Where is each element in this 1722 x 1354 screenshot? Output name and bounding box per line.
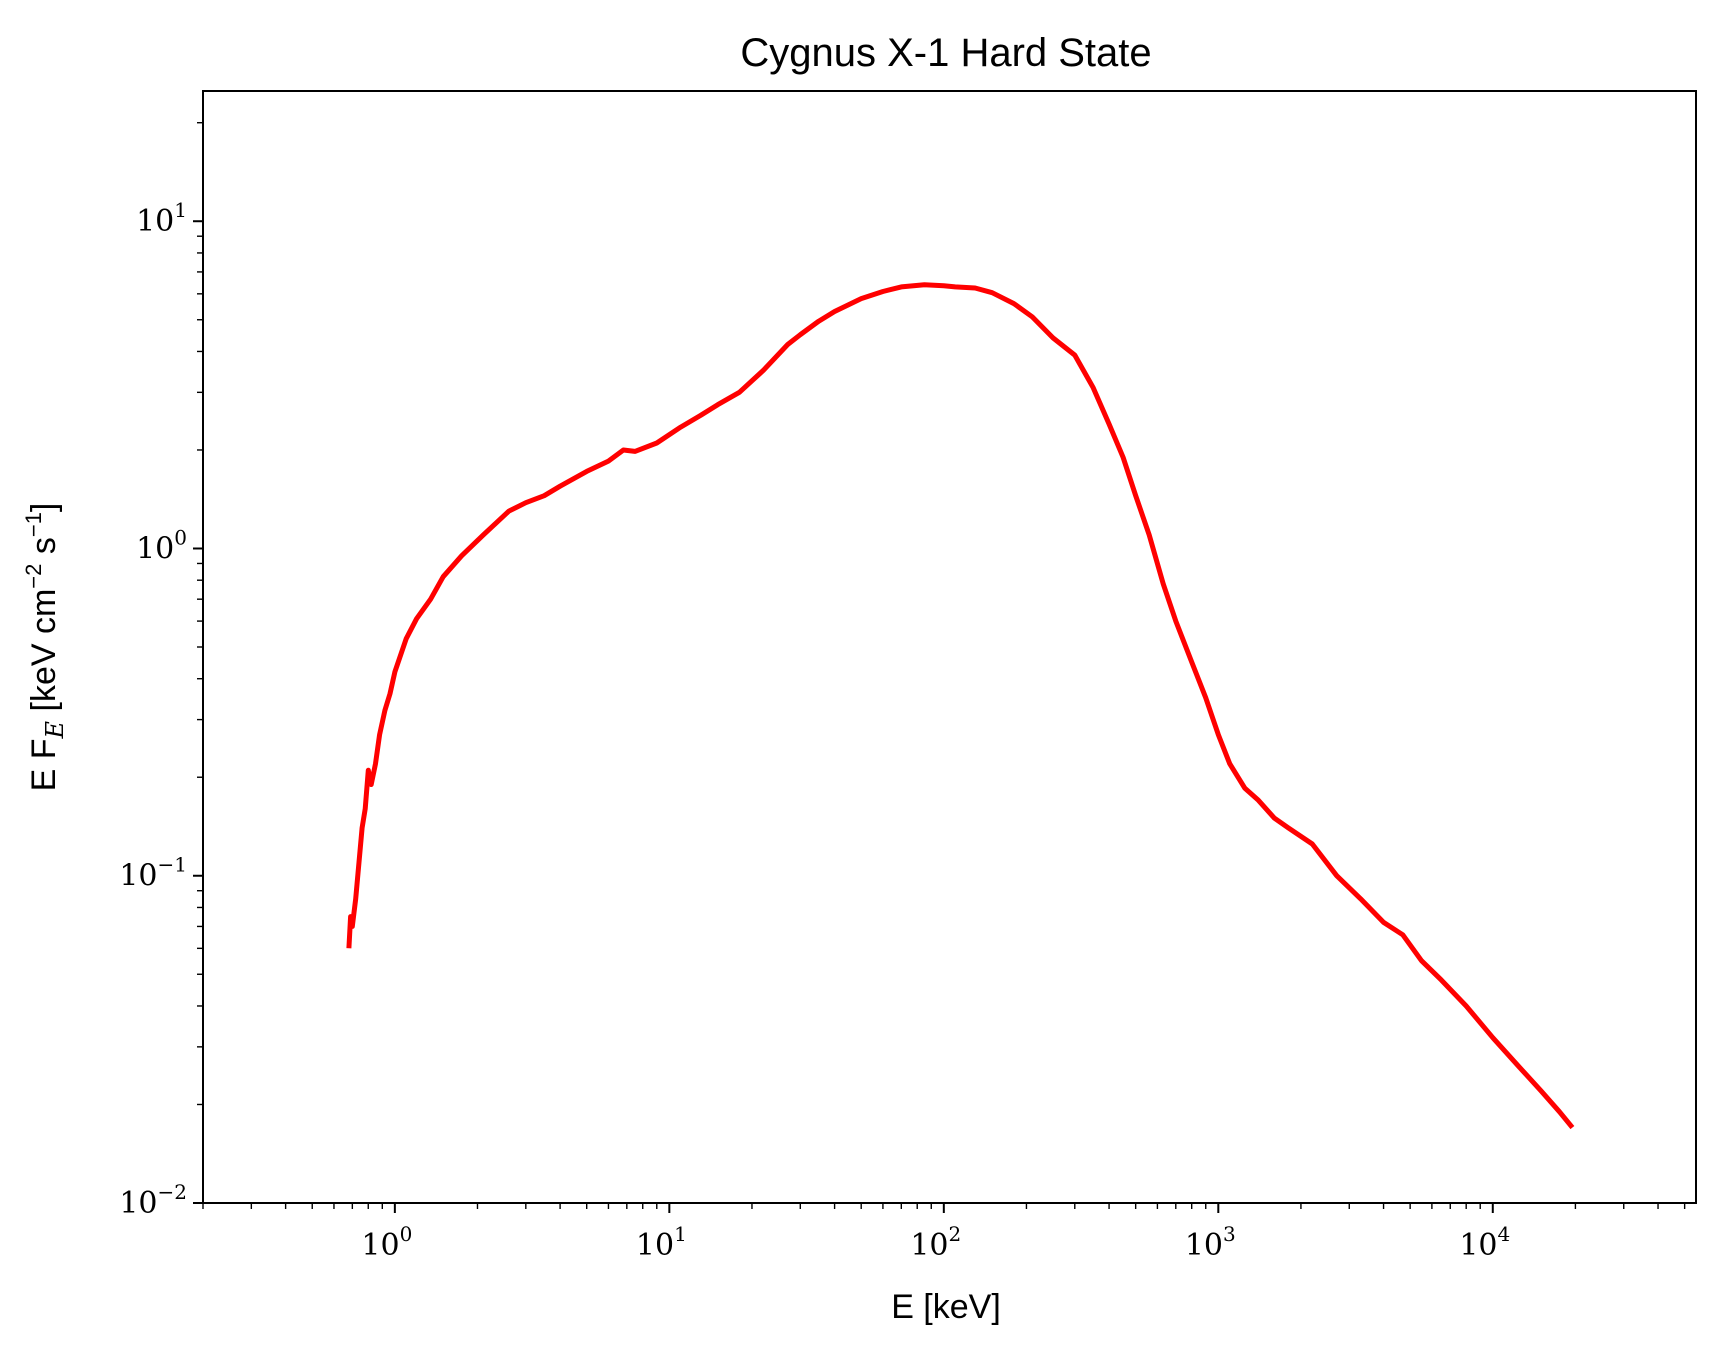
series-line-0 xyxy=(346,282,1575,1130)
y-label-mid2: s xyxy=(25,537,63,563)
y-label-end: ] xyxy=(25,503,63,512)
y-tick-label: 101 xyxy=(136,198,187,239)
chart-title: Cygnus X-1 Hard State xyxy=(740,31,1151,75)
x-tick-label: 101 xyxy=(636,1222,687,1263)
y-tick-label: 10−1 xyxy=(119,853,187,894)
y-axis: 10−2 10−1 100 101 xyxy=(119,122,203,1221)
x-axis: 100 101 102 103 104 xyxy=(202,1203,1686,1263)
y-tick-label: 100 xyxy=(136,525,187,566)
y-label-sub: E xyxy=(41,720,69,739)
y-label-mid: [keV cm xyxy=(25,589,63,721)
y-tick-label: 10−2 xyxy=(119,1180,187,1221)
y-axis-label: E FE [keV cm−2 s−1] xyxy=(21,503,69,792)
plot-frame xyxy=(202,90,1697,1204)
y-label-sup1: −2 xyxy=(21,564,46,589)
x-tick-label: 102 xyxy=(910,1222,961,1263)
x-tick-label: 104 xyxy=(1459,1222,1510,1263)
y-label-sup2: −1 xyxy=(21,512,46,537)
x-tick-label: 100 xyxy=(361,1222,412,1263)
x-tick-label: 103 xyxy=(1185,1222,1236,1263)
x-axis-label: E [keV] xyxy=(891,1288,1001,1326)
y-label-main: E F xyxy=(25,738,63,791)
plot-area xyxy=(346,282,1575,1130)
